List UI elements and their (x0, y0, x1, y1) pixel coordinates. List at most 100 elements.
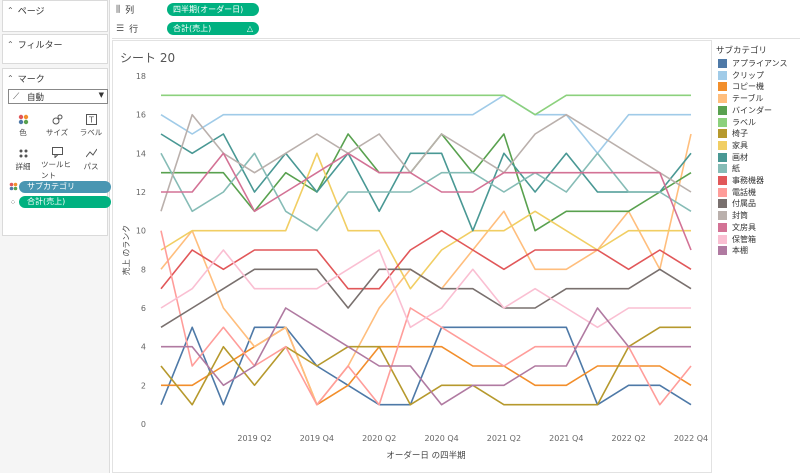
rows-shelf-label: ☰ 行 (116, 23, 139, 36)
legend-swatch (718, 199, 727, 209)
legend-swatch (718, 222, 727, 232)
y-tick-label: 4 (141, 343, 146, 352)
color-legend: サブカテゴリ アプライアンス クリップコピー機 テーブル バインダー ラベル 椅子 家具画材… (712, 40, 800, 473)
columns-shelf: ⫼ 列 四半期(オーダー日) (112, 0, 800, 20)
legend-label: 家具 (732, 140, 748, 150)
x-tick-label: 2021 Q2 (487, 434, 521, 443)
series-line (160, 326, 691, 406)
legend-item[interactable]: 紙 (718, 163, 740, 174)
line-mark-icon: ⟋ (13, 91, 20, 102)
detail-field-pill[interactable]: 合計(売上) (19, 196, 111, 208)
sheet-view: シート 20 0 2 4 6 8 10 12 14 16 18 2019 Q2 2019 Q4 2020… (112, 40, 712, 473)
legend-swatch (718, 82, 727, 92)
legend-swatch (718, 211, 727, 221)
legend-swatch (718, 70, 727, 80)
detail-button[interactable]: 詳細 (7, 143, 39, 175)
color-dots-icon (7, 182, 19, 193)
label-button[interactable]: T ラベル (75, 109, 107, 141)
rows-pill[interactable]: 合計(売上) △ (167, 22, 259, 35)
legend-item[interactable]: 付属品 (718, 198, 756, 209)
legend-label: 本棚 (732, 246, 748, 256)
pages-header[interactable]: ⌃ ページ (3, 1, 107, 19)
x-tick-label: 2022 Q2 (611, 434, 645, 443)
series-line (161, 326, 692, 406)
y-tick-label: 10 (136, 227, 146, 236)
legend-swatch (718, 152, 727, 162)
y-tick-label: 2 (141, 381, 146, 390)
legend-item[interactable]: 事務機器 (718, 175, 764, 186)
collapse-caret-icon[interactable]: ⌃ (7, 39, 14, 49)
legend-label: 文房具 (732, 222, 756, 232)
series-line (160, 249, 691, 329)
series-line (160, 229, 692, 290)
legend-item[interactable]: バインダー (718, 105, 772, 116)
columns-pill[interactable]: 四半期(オーダー日) (167, 3, 259, 16)
series-line (161, 152, 692, 251)
columns-shelf-label: ⫼ 列 (116, 4, 135, 17)
legend-item[interactable]: 本棚 (718, 245, 748, 256)
tooltip-button[interactable]: ツールヒント (41, 143, 73, 180)
legend-label: アプライアンス (732, 59, 788, 68)
marks-card: ⌃ マーク ⟋ 自動 ▼ 色 サイズ (2, 68, 111, 236)
path-button[interactable]: パス (75, 143, 107, 175)
mark-type-dropdown[interactable]: ⟋ 自動 ▼ (8, 89, 108, 104)
legend-item[interactable]: 文房具 (718, 222, 756, 233)
label-T-icon: T (85, 113, 97, 126)
filters-header[interactable]: ⌃ フィルター (3, 35, 107, 53)
x-axis-title: オーダー日 の四半期 (386, 450, 465, 461)
legend-item[interactable]: 椅子 (718, 128, 748, 139)
left-pane: ⌃ ページ ⌃ フィルター ⌃ マーク ⟋ 自動 ▼ (0, 0, 111, 473)
legend-swatch (718, 176, 727, 185)
marks-header[interactable]: ⌃ マーク (3, 69, 107, 87)
legend-item[interactable]: 封筒 (718, 210, 748, 221)
filters-card: ⌃ フィルター (2, 34, 108, 64)
legend-swatch (718, 164, 727, 174)
y-tick-label: 8 (141, 265, 146, 274)
legend-item[interactable]: 家具 (718, 140, 748, 151)
color-button[interactable]: 色 (7, 109, 39, 141)
rows-icon: ☰ (116, 23, 125, 34)
legend-label: 椅子 (732, 129, 748, 139)
legend-item[interactable]: テーブル (718, 93, 764, 104)
legend-item[interactable]: クリップ (718, 70, 764, 81)
legend-title: サブカテゴリ (716, 46, 768, 56)
color-field-row: サブカテゴリ (7, 181, 111, 193)
sheet-title: シート 20 (120, 51, 176, 65)
legend-label: クリップ (732, 70, 764, 80)
color-field-pill[interactable]: サブカテゴリ (19, 181, 111, 193)
x-tick-label: 2022 Q4 (674, 434, 708, 443)
legend-label: 紙 (732, 164, 740, 174)
rank-line-chart: 0 2 4 6 8 10 12 14 16 18 2019 Q2 2019 Q4 2020 Q2 2020… (121, 72, 708, 461)
legend-swatch (718, 246, 727, 256)
legend-label: 保管箱 (732, 234, 756, 244)
legend-label: コピー機 (732, 82, 764, 92)
legend-item[interactable]: ラベル (718, 117, 756, 128)
legend-label: 封筒 (732, 211, 748, 221)
x-tick-label: 2020 Q4 (424, 434, 458, 443)
legend-item[interactable]: 画材 (718, 152, 748, 163)
legend-item[interactable]: 保管箱 (718, 234, 756, 245)
legend-swatch (718, 117, 727, 127)
series-line (161, 94, 691, 116)
y-tick-label: 16 (136, 111, 146, 120)
collapse-caret-icon[interactable]: ⌃ (7, 73, 14, 83)
y-axis-title: 売上 のランク (121, 225, 131, 276)
size-button[interactable]: サイズ (41, 109, 73, 141)
series-line (161, 307, 691, 406)
columns-pill-text: 四半期(オーダー日) (173, 5, 244, 14)
series-line (160, 152, 691, 290)
sort-triangle-icon: △ (246, 24, 253, 33)
legend-item[interactable]: 電話機 (718, 187, 756, 198)
size-icon (52, 113, 63, 126)
mark-type-value: 自動 (27, 92, 45, 103)
legend-label: 付属品 (732, 199, 756, 209)
rows-pill-text: 合計(売上) (173, 24, 212, 33)
y-tick-label: 18 (136, 72, 146, 81)
legend-label: 事務機器 (732, 176, 764, 185)
legend-swatch (718, 105, 727, 115)
x-tick-label: 2021 Q4 (549, 434, 583, 443)
legend-item[interactable]: コピー機 (718, 81, 764, 92)
legend-item[interactable]: アプライアンス (718, 58, 788, 69)
collapse-caret-icon[interactable]: ⌃ (7, 5, 14, 15)
